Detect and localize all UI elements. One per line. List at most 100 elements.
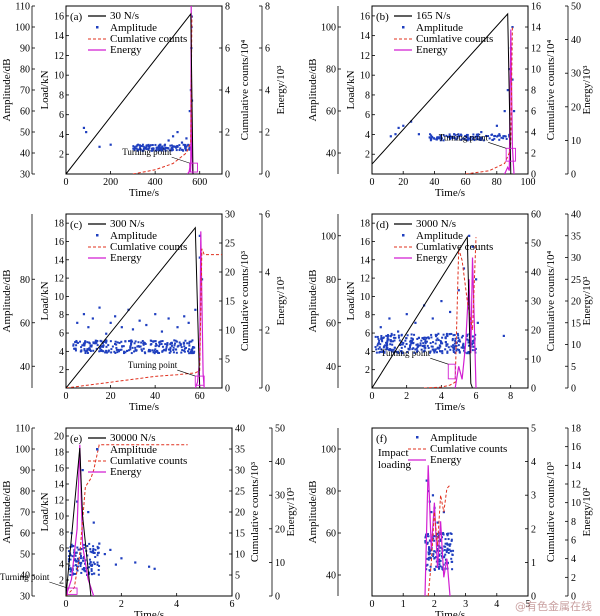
amplitude-point: [85, 131, 88, 134]
cumulative-tick-label: 8: [225, 2, 230, 13]
amplitude-point: [84, 340, 87, 343]
amplitude-point: [175, 351, 178, 354]
amplitude-point: [132, 147, 135, 150]
amplitude-point: [165, 347, 168, 350]
amplitude-point: [426, 542, 429, 545]
plot-area: [66, 6, 198, 174]
amplitude-point: [405, 342, 408, 345]
amplitude-point: [173, 339, 176, 342]
amplitude-point: [407, 347, 410, 350]
cumulative-tick-label: 10: [531, 355, 541, 366]
amplitude-point: [93, 551, 96, 554]
amplitude-point: [182, 149, 185, 152]
amplitude-point: [74, 558, 77, 561]
amplitude-point: [97, 551, 100, 554]
amplitude-point: [152, 148, 155, 151]
amplitude-point: [152, 147, 155, 150]
amplitude-point: [170, 144, 173, 147]
amplitude-point: [140, 145, 143, 148]
amplitude-point: [117, 348, 120, 351]
amplitude-point: [96, 339, 99, 342]
amplitude-point: [376, 335, 379, 338]
amplitude-point: [432, 341, 435, 344]
amplitude-point: [463, 137, 466, 140]
amplitude-point: [77, 559, 80, 562]
amplitude-point: [86, 349, 89, 352]
amplitude-point: [92, 521, 95, 524]
energy-axis-label: Energy/10³: [285, 487, 297, 537]
amplitude-point: [145, 323, 148, 327]
cumulative-line: [423, 237, 477, 388]
amplitude-point: [439, 565, 442, 568]
amplitude-point: [503, 110, 506, 113]
amplitude-point: [130, 343, 133, 346]
amplitude-point: [164, 349, 167, 352]
load-tick-label: 16: [54, 237, 64, 248]
amplitude-point: [198, 256, 201, 259]
amplitude-point: [168, 348, 171, 351]
amplitude-point: [193, 350, 196, 353]
amplitude-point: [79, 350, 82, 353]
amplitude-point: [135, 145, 138, 148]
amplitude-point: [76, 557, 79, 560]
amplitude-point: [446, 335, 449, 338]
load-tick-label: 16: [360, 237, 370, 248]
amplitude-point: [424, 342, 427, 345]
legend-load-label: 165 N/s: [416, 10, 451, 22]
amplitude-point: [431, 317, 434, 320]
amplitude-point: [118, 350, 121, 353]
amplitude-point: [447, 551, 450, 554]
amplitude-point: [480, 131, 483, 134]
amplitude-point: [410, 333, 413, 336]
x-tick-label: 400: [148, 177, 163, 188]
amplitude-point: [188, 342, 191, 345]
cumulative-tick-label: 16: [531, 2, 541, 13]
amplitude-point: [91, 573, 94, 576]
turning-point-label: Turning point: [381, 348, 431, 358]
amplitude-point: [175, 348, 178, 351]
amplitude-tick-label: 90: [20, 44, 30, 55]
amplitude-point: [470, 342, 473, 345]
amplitude-point: [442, 139, 445, 142]
amplitude-point: [167, 139, 170, 142]
amplitude-point: [97, 546, 100, 549]
amplitude-point: [511, 26, 514, 29]
turning-point-label: Turning point: [439, 132, 489, 142]
legend-energy-label: Energy: [416, 252, 448, 264]
turning-point-box: [66, 587, 78, 595]
amplitude-point: [188, 146, 191, 149]
amplitude-point: [80, 571, 83, 574]
amplitude-point: [161, 145, 164, 148]
amplitude-point: [405, 313, 408, 316]
amplitude-point: [438, 563, 441, 566]
amplitude-point: [159, 143, 162, 146]
load-axis-label: Load/kN: [39, 492, 51, 531]
amplitude-point: [132, 145, 135, 148]
amplitude-point: [141, 349, 144, 352]
amplitude-point: [147, 143, 150, 146]
amplitude-point: [388, 317, 391, 320]
amplitude-point: [451, 568, 454, 571]
amplitude-point: [189, 350, 192, 353]
amplitude-tick-label: 40: [326, 362, 336, 373]
amplitude-point: [474, 135, 477, 138]
load-tick-label: 6: [59, 110, 64, 121]
amplitude-point: [445, 551, 448, 554]
amplitude-point: [472, 339, 475, 342]
amplitude-point: [109, 321, 112, 324]
energy-tick-label: 35: [571, 231, 581, 242]
amplitude-point: [505, 137, 508, 140]
amplitude-point: [170, 148, 173, 151]
amplitude-point: [157, 351, 160, 354]
amplitude-point: [72, 573, 75, 576]
amplitude-point: [82, 313, 86, 316]
cumulative-tick-label: 0: [531, 170, 536, 181]
amplitude-point: [150, 339, 153, 342]
amplitude-point: [405, 337, 408, 340]
amplitude-point: [479, 136, 482, 139]
cumulative-tick-label: 4: [531, 128, 536, 139]
cumulative-tick-label: 30: [531, 297, 541, 308]
amplitude-point: [467, 344, 470, 347]
amplitude-tick-label: 80: [20, 487, 30, 498]
amplitude-point: [451, 135, 454, 138]
